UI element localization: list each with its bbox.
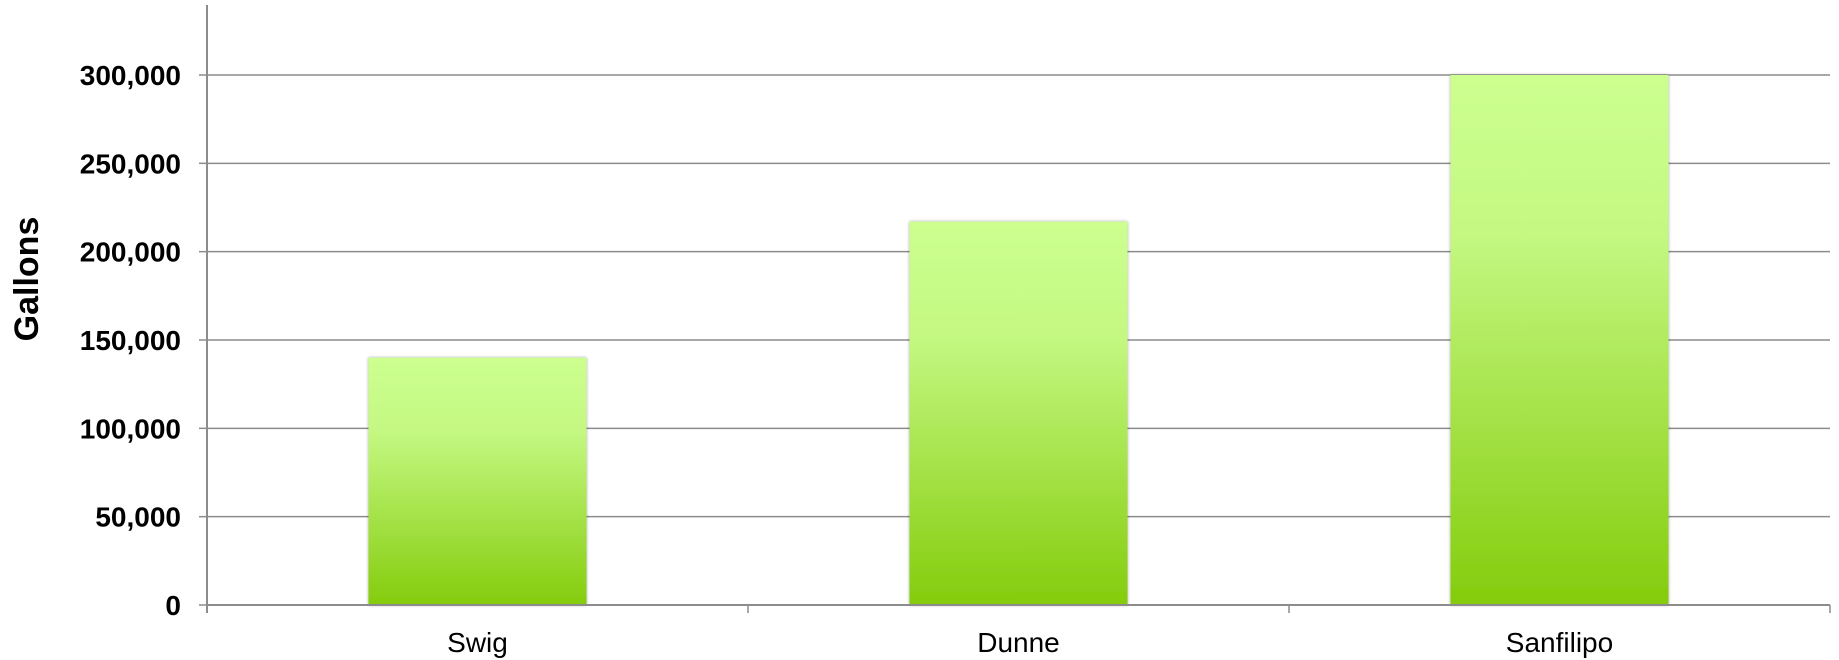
bars [368, 75, 1669, 605]
bar-sanfilipo [1450, 75, 1669, 605]
y-tick-label: 0 [165, 590, 181, 621]
y-tick-label: 150,000 [80, 325, 181, 356]
y-tick-label: 250,000 [80, 148, 181, 179]
axes [199, 5, 1831, 613]
x-tick-label: Swig [447, 627, 508, 658]
x-tick-label: Sanfilipo [1506, 627, 1613, 658]
bar-dunne [909, 221, 1128, 605]
y-axis-title: Gallons [8, 217, 46, 342]
y-tick-label: 200,000 [80, 237, 181, 268]
y-tick-label: 300,000 [80, 60, 181, 91]
bar-swig [368, 357, 587, 605]
y-tick-label: 100,000 [80, 413, 181, 444]
y-axis-tick-labels: 0 50,000 100,000 150,000 200,000 250,000 300,0… [80, 60, 181, 621]
y-tick-label: 50,000 [95, 502, 181, 533]
x-tick-label: Dunne [977, 627, 1060, 658]
x-axis-tick-labels: Swig Dunne Sanfilipo [447, 627, 1613, 658]
